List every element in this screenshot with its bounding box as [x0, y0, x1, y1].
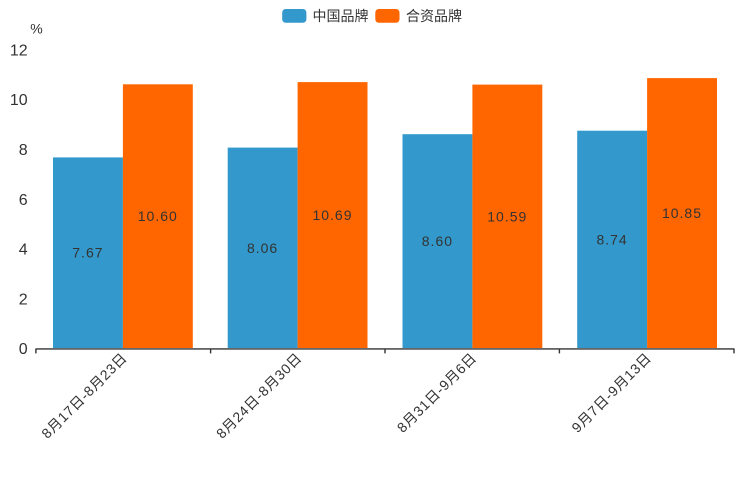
svg-text:8.60: 8.60 [422, 233, 453, 249]
svg-text:7.67: 7.67 [72, 245, 103, 261]
svg-text:9月7日-9月13日: 9月7日-9月13日 [568, 350, 654, 436]
svg-text:4: 4 [19, 242, 28, 259]
svg-text:8: 8 [19, 142, 28, 159]
svg-text:12: 12 [10, 42, 28, 59]
svg-text:8.74: 8.74 [596, 231, 627, 247]
svg-text:10.69: 10.69 [312, 207, 352, 223]
svg-text:6: 6 [19, 192, 28, 209]
svg-text:0: 0 [19, 341, 28, 358]
svg-text:中国品牌: 中国品牌 [313, 8, 369, 24]
svg-text:8月31日-9月6日: 8月31日-9月6日 [394, 350, 480, 436]
svg-text:2: 2 [19, 291, 28, 308]
svg-text:%: % [30, 21, 42, 37]
svg-text:合资品牌: 合资品牌 [406, 8, 462, 24]
svg-text:10.85: 10.85 [662, 205, 702, 221]
svg-text:8月24日-8月30日: 8月24日-8月30日 [213, 350, 305, 442]
svg-text:10: 10 [10, 92, 28, 109]
svg-text:10.60: 10.60 [138, 208, 178, 224]
svg-text:8月17日-8月23日: 8月17日-8月23日 [38, 350, 130, 442]
svg-text:10.59: 10.59 [487, 208, 527, 224]
svg-text:8.06: 8.06 [247, 240, 278, 256]
